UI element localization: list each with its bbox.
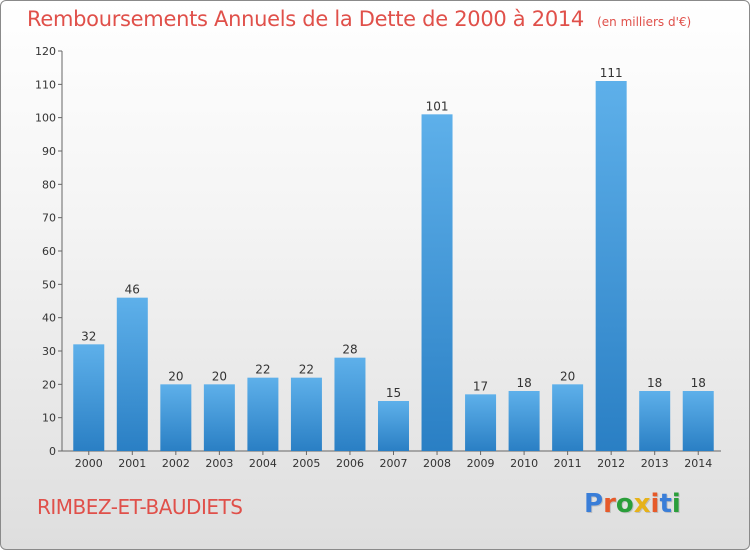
logo-letter: x [633,489,651,519]
bar-2000 [73,344,105,451]
x-tick-label: 2005 [292,457,320,470]
x-tick-label: 2006 [336,457,364,470]
y-tick-label: 70 [42,212,56,225]
logo-letter: t [659,489,672,519]
data-label-2001: 46 [125,283,140,297]
bar-2008 [421,114,453,451]
logo-letter: i [671,489,681,519]
bar-2009 [465,394,497,451]
bar-2001 [116,297,148,451]
x-tick-label: 2003 [205,457,233,470]
data-label-2009: 17 [473,379,488,393]
chart-title: Remboursements Annuels de la Dette de 20… [27,7,584,31]
y-tick-label: 90 [42,145,56,158]
bar-2004 [247,377,279,451]
x-tick-label: 2012 [597,457,625,470]
labels: 0 10 20 30 40 50 60 70 80 90 100 110 120 32 2000 46 2001… [35,45,712,470]
data-label-2008: 101 [426,99,449,113]
data-label-2006: 28 [342,343,357,357]
bar-2003 [203,384,235,451]
proxiti-logo: Proxiti [584,489,681,519]
x-tick-label: 2014 [684,457,712,470]
y-tick-label: 100 [35,112,56,125]
x-tick-label: 2002 [162,457,190,470]
x-tick-label: 2011 [554,457,582,470]
x-tick-label: 2004 [249,457,277,470]
bar-2012 [595,81,627,451]
bars [73,81,714,451]
data-label-2011: 20 [560,369,575,383]
y-tick-label: 40 [42,312,56,325]
data-label-2012: 111 [600,66,623,80]
y-tick-label: 10 [42,412,56,425]
bar-2011 [552,384,584,451]
x-tick-label: 2013 [641,457,669,470]
data-label-2010: 18 [516,376,531,390]
logo-letter: P [584,489,604,519]
bar-2013 [639,391,671,451]
y-tick-label: 110 [35,78,56,91]
data-label-2002: 20 [168,369,183,383]
y-tick-label: 80 [42,178,56,191]
logo-letter: o [615,489,634,519]
bar-2014 [682,391,714,451]
bar-2010 [508,391,540,451]
data-label-2013: 18 [647,376,662,390]
x-tick-label: 2000 [75,457,103,470]
place-name: RIMBEZ-ET-BAUDIETS [37,495,243,519]
y-tick-label: 20 [42,378,56,391]
y-tick-label: 60 [42,245,56,258]
x-tick-label: 2008 [423,457,451,470]
chart-header: Remboursements Annuels de la Dette de 20… [27,7,691,31]
bar-2007 [378,401,409,451]
data-label-2000: 32 [81,329,96,343]
chart-unit: (en milliers d'€) [597,15,692,29]
y-tick-label: 30 [42,345,56,358]
y-tick-label: 50 [42,278,56,291]
x-tick-label: 2007 [380,457,408,470]
bar-2002 [160,384,192,451]
data-label-2004: 22 [255,363,270,377]
data-label-2007: 15 [386,386,401,400]
y-tick-label: 120 [35,45,56,58]
logo-letter: r [603,489,616,519]
data-label-2014: 18 [691,376,706,390]
data-label-2005: 22 [299,363,314,377]
logo-letter: i [650,489,660,519]
bar-2006 [334,357,366,451]
x-tick-label: 2001 [118,457,146,470]
data-label-2003: 20 [212,369,227,383]
bar-2005 [290,377,322,451]
x-tick-label: 2010 [510,457,538,470]
x-tick-label: 2009 [467,457,495,470]
y-tick-label: 0 [49,445,56,458]
